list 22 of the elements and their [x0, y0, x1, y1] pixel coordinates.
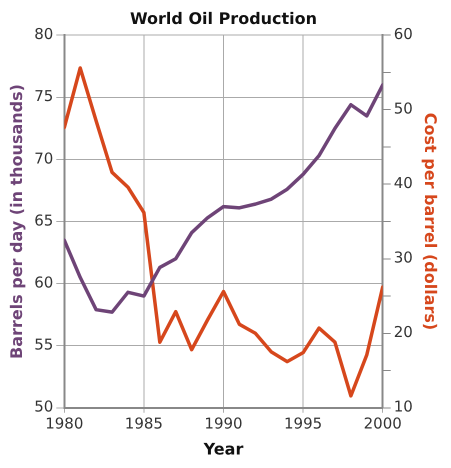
y-tick-label: 80: [34, 25, 54, 44]
x-tick-label: 1980: [45, 414, 84, 433]
x-tick-label: 1995: [284, 414, 322, 433]
chart-title: World Oil Production: [130, 8, 318, 28]
y2-tick-label: 40: [394, 174, 413, 192]
y2-tick-label: 10: [394, 398, 413, 416]
y-tick-label: 50: [34, 398, 54, 416]
y2-tick-label: 20: [394, 323, 413, 342]
x-tick-label: 2000: [364, 414, 402, 433]
y-tick-label: 60: [34, 273, 54, 292]
y-tick-label: 75: [34, 87, 54, 106]
x-tick-label: 1985: [124, 414, 163, 433]
y-tick-label: 65: [34, 211, 54, 230]
y-tick-label: 70: [34, 149, 54, 168]
y2-tick-label: 30: [394, 248, 413, 267]
y2-axis-title: Cost per barrel (dollars): [421, 112, 440, 330]
x-axis-title: Year: [202, 440, 244, 459]
y2-tick-label: 50: [394, 100, 413, 118]
x-tick-label: 1990: [204, 414, 243, 433]
y-tick-label: 55: [34, 336, 54, 354]
y-axis-title: Barrels per day (in thousands): [6, 84, 26, 359]
y2-tick-label: 60: [394, 25, 413, 44]
